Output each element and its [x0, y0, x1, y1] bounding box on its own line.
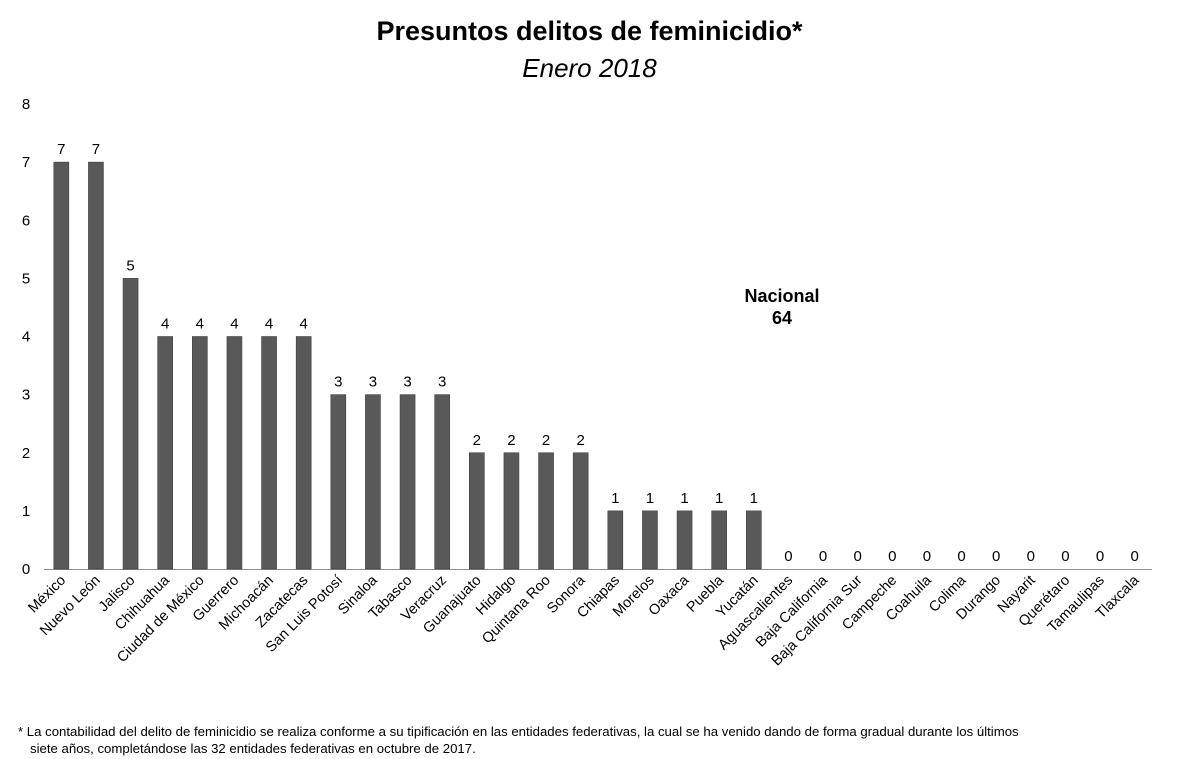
data-label: 1	[611, 490, 619, 507]
y-tick-label: 8	[22, 96, 30, 113]
bar	[157, 336, 173, 570]
bar	[399, 394, 416, 570]
data-label: 3	[369, 374, 377, 391]
footnote: * La contabilidad del delito de feminici…	[18, 723, 1168, 757]
bar	[295, 336, 312, 570]
y-tick-label: 4	[22, 329, 30, 346]
data-label: 2	[542, 432, 550, 449]
data-label: 2	[577, 432, 585, 449]
y-tick-label: 7	[22, 154, 30, 171]
bar	[330, 394, 347, 570]
data-label: 0	[888, 548, 896, 565]
bar	[226, 336, 243, 570]
bar	[538, 452, 554, 570]
bar	[434, 394, 450, 570]
bar	[503, 452, 520, 570]
data-label: 0	[854, 548, 862, 565]
data-label: 1	[715, 490, 723, 507]
bar	[88, 161, 104, 570]
data-label: 0	[957, 548, 965, 565]
data-label: 0	[1061, 548, 1069, 565]
data-label: 3	[334, 374, 342, 391]
footnote-line-2: siete años, completándose las 32 entidad…	[30, 741, 476, 756]
bar	[711, 510, 727, 570]
bar	[746, 510, 762, 570]
bar	[365, 394, 381, 570]
data-label: 1	[680, 490, 688, 507]
data-label: 4	[300, 316, 308, 333]
y-tick-label: 1	[22, 503, 30, 520]
y-tick-label: 5	[22, 270, 30, 287]
bar	[676, 510, 693, 570]
y-tick-label: 6	[22, 212, 30, 229]
y-tick-label: 0	[22, 561, 30, 578]
chart-title: Presuntos delitos de feminicidio*	[376, 16, 803, 46]
data-label: 0	[784, 548, 792, 565]
data-label: 1	[750, 490, 758, 507]
data-label: 0	[992, 548, 1000, 565]
bar	[607, 510, 624, 570]
data-label: 4	[196, 316, 204, 333]
national-total-annotation: Nacional 64	[720, 285, 844, 329]
bar	[122, 278, 139, 570]
data-label: 1	[646, 490, 654, 507]
data-label: 2	[507, 432, 515, 449]
data-label: 0	[923, 548, 931, 565]
bar	[53, 161, 70, 570]
data-label: 5	[126, 257, 134, 274]
data-label: 7	[57, 141, 65, 158]
data-label: 0	[1096, 548, 1104, 565]
y-tick-label: 3	[22, 387, 30, 404]
data-label: 0	[1027, 548, 1035, 565]
data-label: 0	[819, 548, 827, 565]
data-label: 0	[1131, 548, 1139, 565]
bar	[469, 452, 485, 570]
national-label: Nacional	[744, 286, 820, 306]
data-label: 7	[92, 141, 100, 158]
data-label: 4	[265, 316, 273, 333]
bar	[192, 336, 208, 570]
bar	[572, 452, 589, 570]
data-label: 4	[230, 316, 238, 333]
data-label: 3	[438, 374, 446, 391]
chart-subtitle: Enero 2018	[522, 53, 657, 83]
y-tick-label: 2	[22, 445, 30, 462]
data-label: 2	[473, 432, 481, 449]
bar	[642, 510, 658, 570]
data-label: 4	[161, 316, 169, 333]
bar	[261, 336, 277, 570]
data-label: 3	[403, 374, 411, 391]
national-value: 64	[771, 308, 793, 328]
footnote-line-1: * La contabilidad del delito de feminici…	[18, 724, 1019, 739]
